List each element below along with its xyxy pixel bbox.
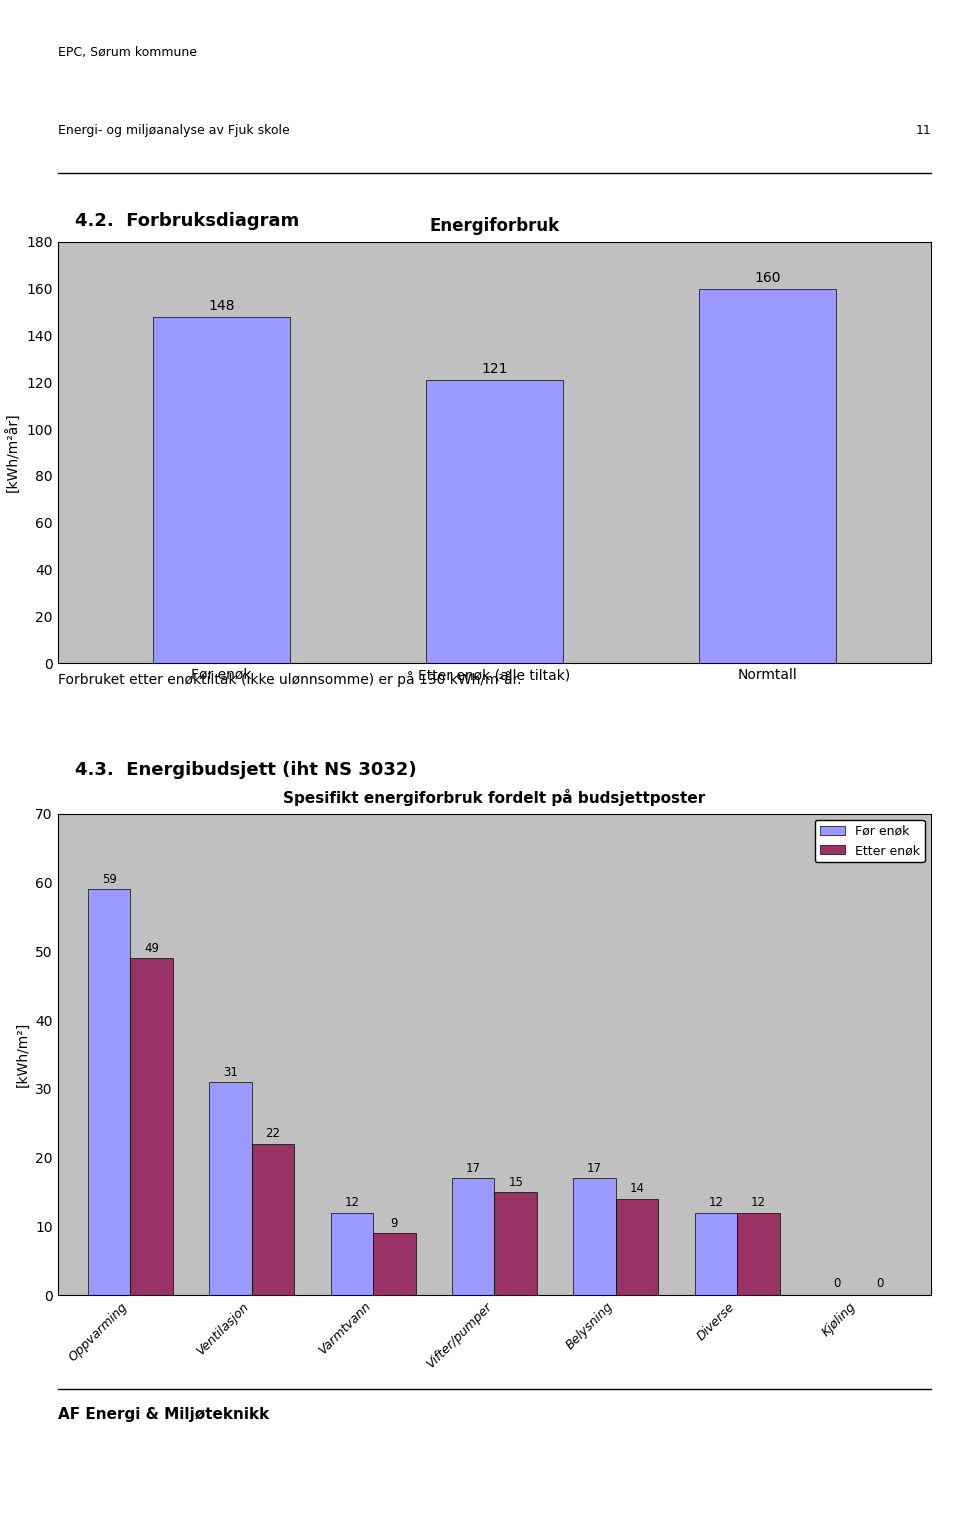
Text: 12: 12 (751, 1196, 766, 1210)
Text: 4.3.  Energibudsjett (iht NS 3032): 4.3. Energibudsjett (iht NS 3032) (75, 761, 417, 779)
Title: Energiforbruk: Energiforbruk (429, 217, 560, 235)
Bar (699, 289, 835, 662)
Text: Forbruket etter enøktiltak (ikke ulønnsomme) er på 130 kWh/m²år.: Forbruket etter enøktiltak (ikke ulønnso… (58, 670, 521, 687)
Bar (154, 317, 290, 662)
Bar (330, 1213, 373, 1296)
Text: 0: 0 (833, 1277, 841, 1290)
Text: 14: 14 (630, 1182, 644, 1196)
Text: 9: 9 (391, 1217, 398, 1230)
Text: 31: 31 (223, 1065, 238, 1079)
Bar (737, 1213, 780, 1296)
Bar (373, 1233, 416, 1296)
Bar (573, 1179, 615, 1296)
Text: 121: 121 (481, 363, 508, 377)
Bar (695, 1213, 737, 1296)
Text: Energi- og miljøanalyse av Fjuk skole: Energi- og miljøanalyse av Fjuk skole (58, 124, 289, 137)
Bar (426, 380, 563, 662)
Text: 12: 12 (345, 1196, 359, 1210)
Text: 4.2.  Forbruksdiagram: 4.2. Forbruksdiagram (75, 212, 300, 231)
Text: 148: 148 (208, 300, 234, 314)
Bar (209, 1082, 252, 1296)
Bar (131, 958, 173, 1296)
Text: 49: 49 (144, 942, 159, 954)
Bar (252, 1144, 294, 1296)
Text: 15: 15 (508, 1176, 523, 1188)
Text: EPC, Sørum kommune: EPC, Sørum kommune (58, 46, 197, 58)
Text: 12: 12 (708, 1196, 723, 1210)
Bar (88, 890, 131, 1296)
Text: 160: 160 (755, 271, 780, 284)
Text: AF Energi & Miljøteknikk: AF Energi & Miljøteknikk (58, 1406, 269, 1422)
Text: 0: 0 (876, 1277, 883, 1290)
Text: 22: 22 (266, 1128, 280, 1140)
Title: Spesifikt energiforbruk fordelt på budsjettposter: Spesifikt energiforbruk fordelt på budsj… (283, 788, 706, 805)
Text: 59: 59 (102, 873, 116, 885)
Bar (615, 1199, 659, 1296)
Text: 17: 17 (466, 1162, 481, 1174)
Bar (452, 1179, 494, 1296)
Text: 17: 17 (587, 1162, 602, 1174)
Y-axis label: [kWh/m²]: [kWh/m²] (15, 1022, 30, 1087)
Bar (494, 1193, 537, 1296)
Y-axis label: [kWh/m²år]: [kWh/m²år] (6, 412, 21, 492)
Text: 11: 11 (916, 124, 931, 137)
Legend: Før enøk, Etter enøk: Før enøk, Etter enøk (815, 819, 924, 862)
